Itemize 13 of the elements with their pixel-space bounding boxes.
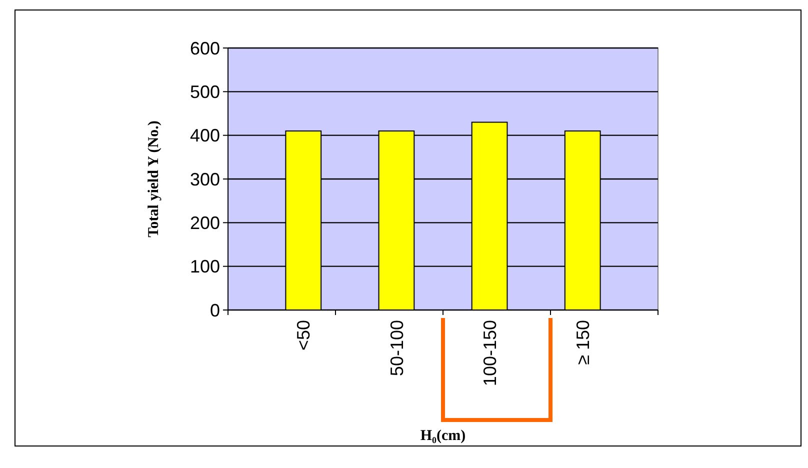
x-tick-label: ≥ 150 [572,320,593,365]
y-tick-label: 500 [190,82,220,102]
y-tick-label: 400 [190,126,220,146]
y-tick-label: 600 [190,38,220,58]
x-tick-label: <50 [294,320,314,351]
y-tick-label: 300 [190,169,220,190]
y-tick-label: 100 [190,256,220,277]
y-tick-label: 0 [210,300,220,320]
y-axis-title: Total yield Y (No.) [146,120,162,238]
x-tick-label: 50-100 [386,320,407,376]
x-axis-title: H₀(cm) [420,428,466,444]
x-tick-label: 100-150 [480,320,500,386]
y-tick-label: 200 [190,212,220,233]
